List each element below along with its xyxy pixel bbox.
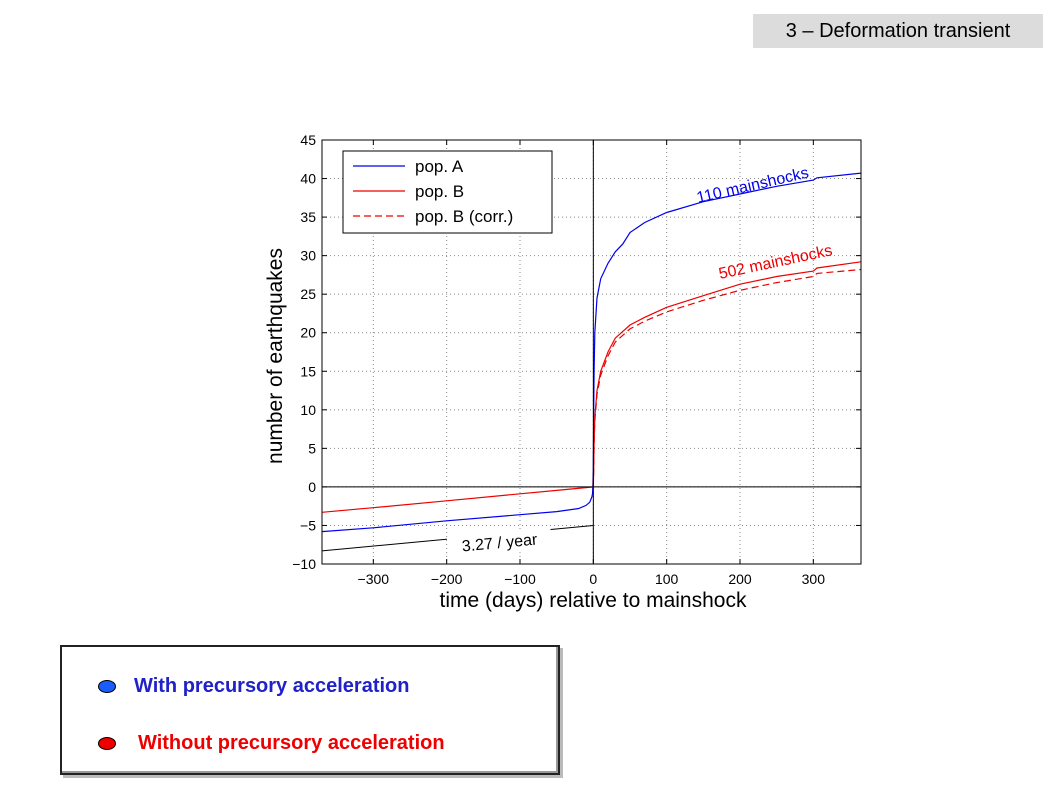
- red-dot-icon: [98, 737, 116, 750]
- y-axis-label: number of earthquakes: [264, 248, 287, 464]
- y-tick-label: −5: [300, 517, 316, 533]
- legend-row-without-acceleration: Without precursory acceleration: [98, 732, 445, 755]
- x-tick-label: −100: [504, 571, 536, 587]
- slide-title: 3 – Deformation transient: [753, 14, 1043, 48]
- legend-row-with-acceleration: With precursory acceleration: [98, 675, 409, 698]
- y-tick-label: 0: [308, 479, 316, 495]
- series-lines: [321, 172, 862, 552]
- series-line-pop-b: [321, 261, 862, 513]
- plot-frame: [321, 139, 862, 565]
- legend-entry-label: pop. A: [415, 157, 464, 176]
- without-precursory-label: Without precursory acceleration: [138, 732, 445, 754]
- x-axis-label: time (days) relative to mainshock: [440, 589, 747, 612]
- y-tick-label: 20: [300, 325, 316, 341]
- chart-legend: pop. A pop. B pop. B (corr.): [342, 150, 553, 234]
- x-tick-label: 200: [728, 571, 752, 587]
- y-tick-label: 35: [300, 209, 316, 225]
- y-tick-label: 15: [300, 363, 316, 379]
- pop-a-count-annotation: 110 mainshocks: [695, 165, 810, 207]
- y-tick-label: 10: [300, 402, 316, 418]
- legend-frame: [342, 150, 553, 234]
- x-tick-label: −200: [431, 571, 463, 587]
- reference-rate-label: 3.27 / year: [461, 531, 539, 555]
- legend-entry-label: pop. B (corr.): [415, 207, 513, 226]
- x-tick-label: 100: [655, 571, 679, 587]
- tick-labels: −300 −200 −100 0 100 200 300 −10 −5 0 5 10 15 20 25 30 3…: [292, 132, 825, 587]
- earthquake-count-chart: −300 −200 −100 0 100 200 300 −10 −5 0 5 10 15 20 25 30 3…: [264, 132, 862, 612]
- x-tick-label: −300: [358, 571, 390, 587]
- legend-entry-label: pop. B: [415, 182, 464, 201]
- y-tick-label: 40: [300, 171, 316, 187]
- blue-dot-icon: [98, 680, 116, 693]
- x-tick-label: 300: [802, 571, 826, 587]
- y-tick-label: 5: [308, 440, 316, 456]
- series-line-pop-b-corr-: [592, 268, 862, 487]
- series-line-pop-a: [321, 172, 862, 533]
- y-tick-label: 45: [300, 132, 316, 148]
- y-tick-label: 25: [300, 286, 316, 302]
- axes: [321, 139, 862, 565]
- y-tick-label: −10: [292, 556, 316, 572]
- reference-label-bg: [446, 528, 553, 559]
- y-tick-label: 30: [300, 248, 316, 264]
- precursory-legend-panel: With precursory acceleration Without pre…: [60, 645, 560, 775]
- x-tick-label: 0: [589, 571, 597, 587]
- with-precursory-label: With precursory acceleration: [134, 675, 410, 697]
